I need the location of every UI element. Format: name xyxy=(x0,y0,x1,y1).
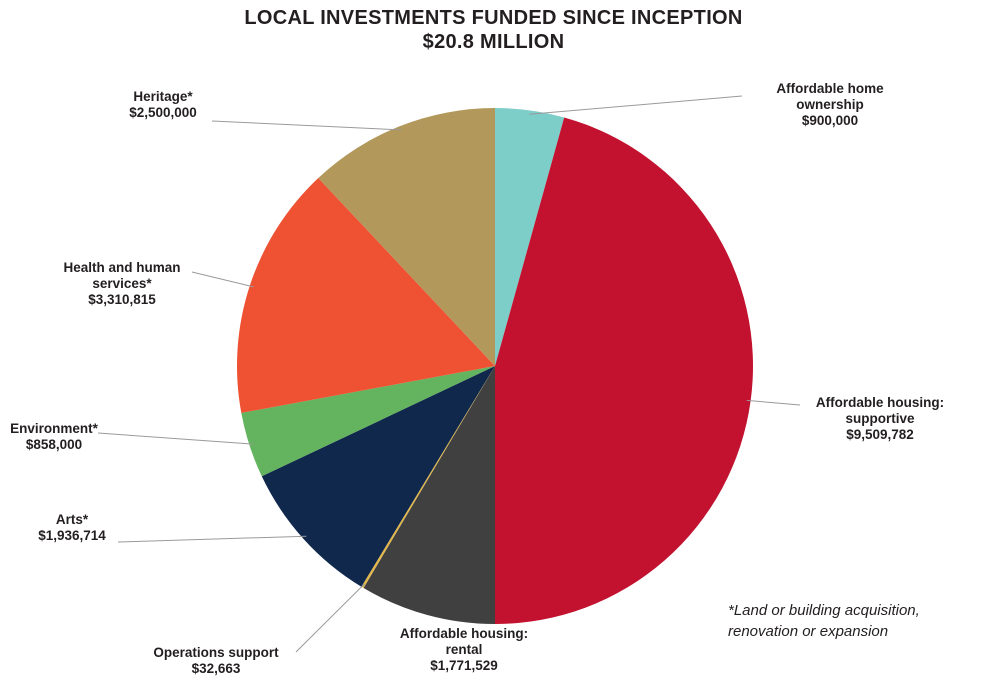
slice-label-line: Environment* xyxy=(10,421,99,436)
slice-label: Affordable housing: rental $1,771,529 xyxy=(400,626,528,673)
chart-subtitle: $20.8 MILLION xyxy=(422,31,565,53)
slice-label: Affordable housing: supportive $9,509,782 xyxy=(816,395,944,442)
slice-value: $900,000 xyxy=(802,113,858,128)
slice-label-line: Health and human xyxy=(63,260,180,275)
slice-labels: Affordable home ownership $900,000Affordab… xyxy=(10,81,944,676)
pie-slices xyxy=(236,108,753,625)
leader-line xyxy=(97,432,254,445)
footnote-line: *Land or building acquisition, xyxy=(728,602,920,619)
leader-lines xyxy=(97,95,801,653)
slice-label-line: Affordable housing: xyxy=(400,626,528,641)
slice-label-line: Heritage* xyxy=(133,89,193,104)
slice-label-line: supportive xyxy=(845,411,915,426)
pie-slice xyxy=(241,366,495,477)
pie-slice xyxy=(236,178,495,413)
slice-value: $2,500,000 xyxy=(129,105,197,120)
chart-title-line: LOCAL INVESTMENTS FUNDED SINCE INCEPTION xyxy=(244,7,743,29)
slice-label-line: Arts* xyxy=(56,512,89,527)
leader-line xyxy=(529,95,743,115)
slice-label: Environment* $858,000 xyxy=(10,421,99,452)
slice-value: $3,310,815 xyxy=(88,292,156,307)
slice-label: Affordable home ownership $900,000 xyxy=(776,81,884,128)
pie-slice xyxy=(261,366,495,587)
pie-slice xyxy=(495,117,753,625)
leader-line xyxy=(191,271,254,288)
chart-title: LOCAL INVESTMENTS FUNDED SINCE INCEPTION… xyxy=(0,6,987,54)
footnote-line: renovation or expansion xyxy=(728,623,889,640)
footnote: *Land or building acquisition, renovatio… xyxy=(728,600,978,642)
leader-line xyxy=(117,535,307,543)
leader-line xyxy=(746,399,801,406)
slice-label: Health and human services* $3,310,815 xyxy=(63,260,180,307)
slice-label-line: rental xyxy=(446,642,483,657)
pie-slice xyxy=(318,108,495,366)
slice-label: Operations support $32,663 xyxy=(153,645,279,676)
pie-slice xyxy=(363,366,495,625)
slice-value: $32,663 xyxy=(192,661,241,676)
slice-label-line: services* xyxy=(92,276,152,291)
leader-line xyxy=(295,583,365,653)
slice-value: $858,000 xyxy=(26,437,82,452)
slice-value: $1,936,714 xyxy=(38,528,106,543)
slice-value: $9,509,782 xyxy=(846,427,914,442)
slice-label-line: Affordable housing: xyxy=(816,395,944,410)
slice-label-line: Operations support xyxy=(153,645,279,660)
slice-label: Heritage* $2,500,000 xyxy=(129,89,197,120)
slice-label: Arts* $1,936,714 xyxy=(38,512,106,543)
pie-slice xyxy=(361,366,495,588)
slice-value: $1,771,529 xyxy=(430,658,498,673)
pie-slice xyxy=(495,108,565,366)
slice-label-line: Affordable home xyxy=(776,81,884,96)
leader-line xyxy=(211,120,402,131)
slice-label-line: ownership xyxy=(796,97,864,112)
